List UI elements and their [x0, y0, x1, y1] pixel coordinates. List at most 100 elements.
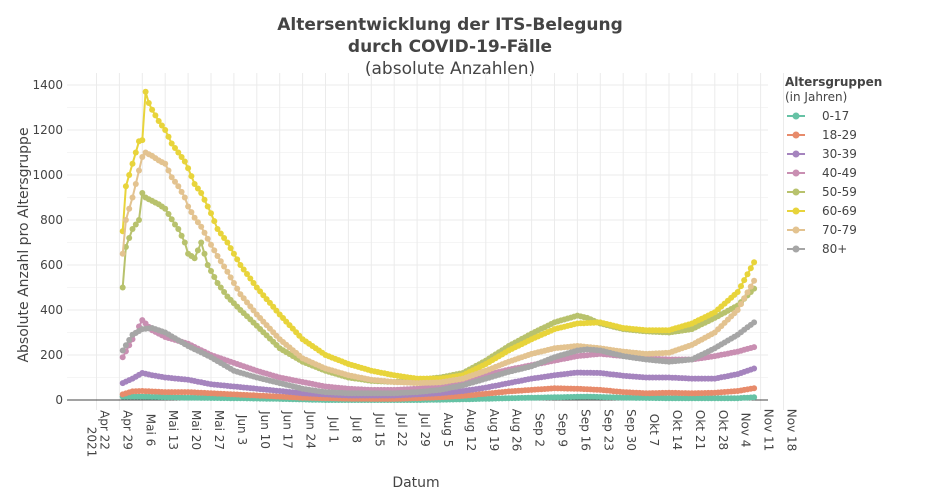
data-point [240, 266, 247, 273]
data-point [188, 209, 195, 216]
data-point [198, 239, 205, 246]
data-point [250, 307, 257, 314]
legend-item-30-39[interactable]: 30-39 [787, 147, 857, 161]
legend-marker [792, 188, 800, 196]
data-point [162, 205, 169, 212]
data-point [145, 100, 152, 106]
data-point [214, 253, 221, 259]
data-point [136, 217, 142, 223]
data-point [734, 289, 741, 295]
x-tick-label: Okt 21 [693, 410, 707, 450]
data-point [247, 303, 254, 310]
legend-item-40-49[interactable]: 40-49 [787, 166, 857, 180]
legend: Altersgruppen (in Jahren) 0-17 18-29 30-39… [785, 75, 882, 256]
x-tick-label: Sep 30 [624, 409, 638, 451]
x-tick-label: Jun 10 [258, 410, 272, 449]
data-point [126, 235, 133, 241]
legend-label: 18-29 [822, 128, 857, 142]
data-point [221, 289, 228, 295]
y-axis-title: Absolute Anzahl pro Altersgruppe [16, 127, 32, 362]
data-point [132, 181, 139, 187]
x-tick-label: Apr 22 [98, 410, 112, 450]
data-point [751, 259, 758, 266]
x-tick-label: Jul 8 [349, 416, 363, 443]
data-point [250, 280, 257, 286]
y-tick-label: 1400 [32, 78, 63, 92]
data-point [211, 218, 218, 225]
x-tick-label: Aug 5 [441, 413, 455, 448]
data-point [126, 205, 133, 212]
x-axis-title: Datum [392, 475, 439, 491]
data-point [217, 230, 224, 237]
y-tick-label: 1000 [32, 168, 63, 182]
data-point [122, 217, 129, 223]
legend-item-18-29[interactable]: 18-29 [787, 128, 857, 142]
legend-item-70-79[interactable]: 70-79 [787, 223, 857, 237]
data-point [266, 299, 273, 306]
data-point [747, 265, 754, 272]
data-point [191, 181, 198, 187]
data-point [224, 239, 231, 246]
y-tick-label: 600 [40, 258, 63, 272]
x-tick-label: Apr 29 [120, 410, 134, 450]
x-tick-label: Mai 20 [189, 410, 203, 450]
x-tick-label: Okt 7 [647, 414, 661, 447]
data-point [230, 280, 237, 286]
data-point [751, 394, 758, 401]
data-point [744, 271, 751, 278]
x-tick-label: Nov 11 [762, 409, 776, 452]
data-point [175, 226, 182, 232]
data-point [198, 223, 205, 230]
data-point [132, 149, 139, 156]
data-point [247, 275, 254, 282]
data-point [126, 172, 133, 178]
data-point [744, 289, 751, 296]
data-point [198, 190, 205, 196]
data-point [227, 245, 234, 252]
x-tick-label: Jul 1 [327, 416, 341, 443]
data-point [158, 122, 165, 129]
legend-label: 70-79 [822, 223, 857, 237]
y-tick-label: 1200 [32, 123, 63, 137]
data-point [214, 226, 221, 232]
data-point [129, 226, 136, 232]
data-point [168, 216, 175, 223]
legend-label: 30-39 [822, 147, 857, 161]
series-80+ [119, 319, 758, 397]
data-point [119, 284, 126, 291]
chart-title-line1: Altersentwicklung der ITS-Belegung [277, 15, 623, 35]
data-point [168, 140, 175, 147]
data-point [738, 283, 744, 290]
legend-item-60-69[interactable]: 60-69 [787, 204, 857, 218]
x-tick-label: Jul 29 [418, 412, 432, 447]
data-point [751, 365, 758, 372]
data-point [751, 319, 758, 326]
data-point [132, 221, 139, 228]
legend-item-50-59[interactable]: 50-59 [787, 185, 857, 199]
legend-item-80+[interactable]: 80+ [787, 242, 847, 256]
data-point [162, 127, 169, 133]
data-point [168, 174, 175, 181]
data-point [172, 178, 178, 185]
x-tick-label: Aug 19 [487, 409, 501, 452]
data-point [165, 211, 172, 217]
legend-label: 60-69 [822, 204, 857, 218]
data-point [230, 250, 237, 257]
x-tick-label: Jun 24 [304, 410, 318, 449]
x-year-label: 2021 [84, 427, 98, 458]
data-point [214, 280, 221, 286]
legend-item-0-17[interactable]: 0-17 [787, 109, 849, 123]
data-point [201, 250, 208, 257]
data-point [191, 255, 198, 262]
data-point [126, 337, 133, 343]
legend-marker [792, 245, 800, 253]
data-point [119, 250, 126, 257]
legend-marker [792, 226, 800, 234]
series-60-69 [119, 88, 758, 382]
data-point [172, 145, 178, 151]
data-point [194, 247, 201, 254]
series-30-39 [119, 365, 758, 399]
data-point [747, 283, 754, 290]
